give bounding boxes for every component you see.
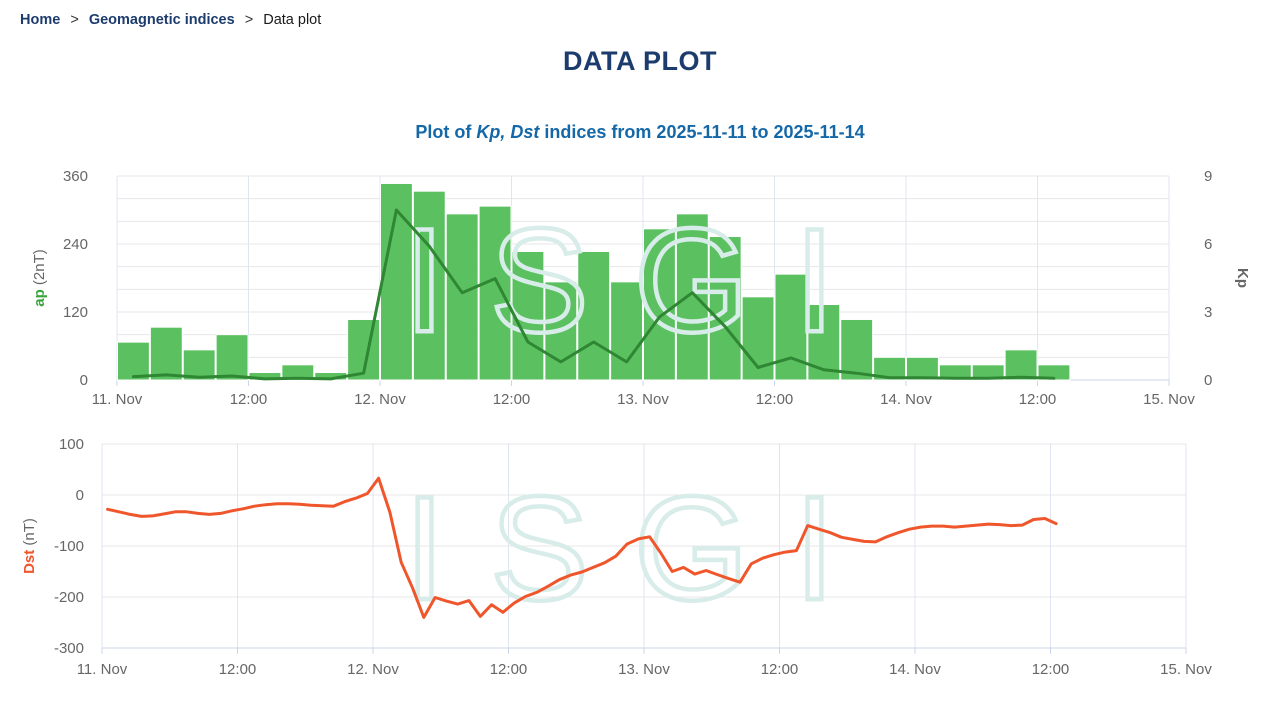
x-tick-label: 11. Nov <box>92 391 143 408</box>
x-tick-label: 14. Nov <box>889 661 941 678</box>
dst-axis-tick-label: 100 <box>59 436 84 453</box>
breadcrumb-separator: > <box>70 12 79 28</box>
kp-bar[interactable] <box>478 205 512 381</box>
kp-ap-chart[interactable]: 11. Nov 12:00 12. Nov 12:00 13. Nov 12:00 14. … <box>0 156 1280 430</box>
kp-bar[interactable] <box>1004 349 1038 381</box>
dst-axis-title: Dst (nT) <box>21 518 38 574</box>
kp-bar[interactable] <box>675 213 709 381</box>
breadcrumb: Home > Geomagnetic indices > Data plot <box>20 12 321 28</box>
kp-bar[interactable] <box>149 326 183 381</box>
x-tick-label: 12:00 <box>219 661 257 678</box>
kp-axis-tick-label: 3 <box>1204 304 1212 321</box>
kp-bar[interactable] <box>445 213 479 381</box>
x-tick-label: 12:00 <box>761 661 799 678</box>
dst-axis-tick-label: -200 <box>54 589 84 606</box>
kp-bar[interactable] <box>511 250 545 381</box>
kp-axis-title: Kp <box>1234 268 1251 288</box>
kp-bar[interactable] <box>610 281 643 381</box>
kp-bar[interactable] <box>215 334 249 381</box>
breadcrumb-section-link[interactable]: Geomagnetic indices <box>88 12 235 28</box>
kp-axis-tick-label: 0 <box>1204 372 1212 389</box>
kp-axis-tick-label: 9 <box>1204 168 1212 185</box>
kp-bar[interactable] <box>544 281 578 381</box>
isgi-watermark: ISGI <box>404 466 880 631</box>
x-tick-label: 13. Nov <box>618 661 670 678</box>
dst-chart[interactable]: 11. Nov 12:00 12. Nov 12:00 13. Nov 12:00 14. … <box>0 426 1280 700</box>
x-tick-label: 12:00 <box>493 391 531 408</box>
kp-ap-chart-svg[interactable]: 11. Nov 12:00 12. Nov 12:00 13. Nov 12:00 14. … <box>0 156 1280 430</box>
kp-bar[interactable] <box>708 236 742 381</box>
kp-bar[interactable] <box>281 364 315 381</box>
kp-bar[interactable] <box>1037 364 1071 381</box>
x-tick-label: 12. Nov <box>354 391 406 408</box>
x-tick-label: 12:00 <box>490 661 528 678</box>
x-tick-label: 15. Nov <box>1160 661 1212 678</box>
kp-bar[interactable] <box>873 356 906 381</box>
kp-bar[interactable] <box>840 318 874 381</box>
breadcrumb-home-link[interactable]: Home <box>20 12 61 28</box>
kp-axis-tick-label: 6 <box>1204 236 1212 253</box>
x-tick-label: 12:00 <box>1019 391 1057 408</box>
x-tick-label: 12:00 <box>756 391 794 408</box>
kp-bar[interactable] <box>117 341 150 381</box>
kp-bar[interactable] <box>577 250 611 381</box>
x-tick-label: 15. Nov <box>1143 391 1195 408</box>
x-tick-label: 12:00 <box>230 391 268 408</box>
ap-line[interactable] <box>131 208 1056 381</box>
ap-axis-tick-label: 360 <box>63 168 88 185</box>
isgi-watermark: ISGI <box>404 198 880 363</box>
subtitle-suffix: indices from 2025-11-11 to 2025-11-14 <box>539 122 865 142</box>
dst-axis-tick-label: -300 <box>54 640 84 657</box>
subtitle-indices: Kp, Dst <box>476 122 540 142</box>
x-tick-label: 12. Nov <box>347 661 399 678</box>
kp-bar[interactable] <box>938 364 972 381</box>
dst-axis-tick-label: -100 <box>54 538 84 555</box>
page-title: DATA PLOT <box>563 46 717 76</box>
subtitle-prefix: Plot of <box>415 122 477 142</box>
kp-bar[interactable] <box>412 190 446 381</box>
x-tick-label: 11. Nov <box>77 661 128 678</box>
plot-subtitle: Plot of Kp, Dst indices from 2025-11-11 … <box>0 122 1280 143</box>
breadcrumb-current: Data plot <box>263 12 322 28</box>
dst-axis-tick-label: 0 <box>76 487 84 504</box>
ap-axis-title: ap (2nT) <box>31 249 48 307</box>
breadcrumb-separator: > <box>244 12 254 28</box>
dst-line[interactable] <box>106 476 1058 619</box>
x-tick-label: 13. Nov <box>617 391 669 408</box>
ap-axis-tick-label: 0 <box>80 372 88 389</box>
x-tick-label: 12:00 <box>1032 661 1070 678</box>
ap-axis-tick-label: 240 <box>63 236 88 253</box>
kp-bar[interactable] <box>906 356 939 381</box>
kp-bar[interactable] <box>643 228 676 381</box>
kp-bar[interactable] <box>971 364 1005 381</box>
dst-chart-svg[interactable]: 11. Nov 12:00 12. Nov 12:00 13. Nov 12:00 14. … <box>0 426 1280 700</box>
ap-axis-tick-label: 120 <box>63 304 88 321</box>
x-tick-label: 14. Nov <box>880 391 932 408</box>
